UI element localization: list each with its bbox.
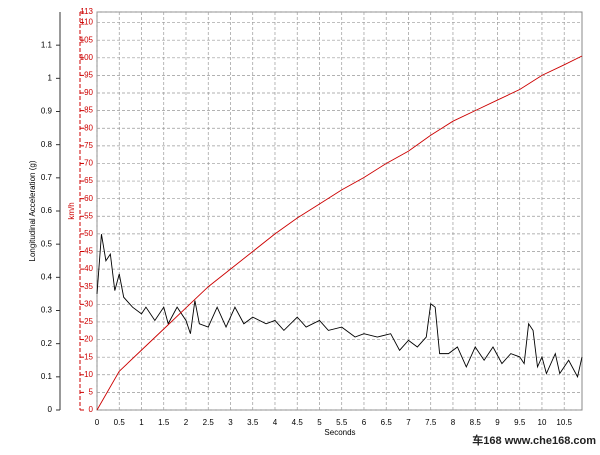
x-axis-label: Seconds bbox=[324, 428, 355, 437]
y2-tick-label: 85 bbox=[84, 106, 93, 115]
watermark: 车168 www.che168.com bbox=[472, 433, 596, 447]
data-line bbox=[96, 234, 583, 379]
x-tick-label: 9.5 bbox=[514, 418, 526, 427]
y2-tick-label: 10 bbox=[84, 370, 93, 379]
y-tick-label: 0.4 bbox=[41, 272, 53, 281]
y2-tick-label: 50 bbox=[84, 229, 93, 238]
y2-tick-label: 90 bbox=[84, 88, 93, 97]
y2-tick-label: 70 bbox=[84, 159, 93, 168]
x-tick-label: 8.5 bbox=[470, 418, 482, 427]
y2-tick-label: 65 bbox=[84, 176, 93, 185]
y2-tick-label: 30 bbox=[84, 299, 93, 308]
x-tick-label: 4.5 bbox=[292, 418, 304, 427]
x-tick-label: 1.5 bbox=[158, 418, 170, 427]
y-axis-label: Longitudinal Acceleration (g) bbox=[28, 160, 37, 261]
y2-tick-label: 40 bbox=[84, 264, 93, 273]
y2-tick-label: 113 bbox=[80, 7, 93, 16]
x-tick-label: 1 bbox=[139, 418, 144, 427]
x-tick-label: 7 bbox=[406, 418, 411, 427]
y2-axis-label: km/h bbox=[67, 202, 76, 219]
y2-tick-label: 75 bbox=[84, 141, 93, 150]
y2-tick-label: 35 bbox=[84, 282, 93, 291]
y2-tick-label: 45 bbox=[84, 247, 93, 256]
x-tick-label: 5 bbox=[317, 418, 322, 427]
y2-tick-label: 25 bbox=[84, 317, 93, 326]
y2-tick-label: 0 bbox=[89, 405, 94, 414]
x-tick-label: 10 bbox=[538, 418, 547, 427]
y2-tick-label: 105 bbox=[80, 35, 94, 44]
y-tick-label: 0.9 bbox=[41, 107, 53, 116]
x-tick-label: 6.5 bbox=[381, 418, 393, 427]
y-tick-label: 0 bbox=[48, 405, 53, 414]
x-tick-label: 8 bbox=[451, 418, 456, 427]
y-tick-label: 0.1 bbox=[41, 372, 53, 381]
y-tick-label: 0.8 bbox=[41, 140, 53, 149]
y2-tick-label: 80 bbox=[84, 123, 93, 132]
x-tick-label: 2 bbox=[184, 418, 189, 427]
y-tick-label: 0.6 bbox=[41, 206, 53, 215]
x-tick-label: 10.5 bbox=[556, 418, 572, 427]
y2-tick-label: 110 bbox=[80, 18, 93, 27]
y-tick-label: 1.1 bbox=[41, 40, 53, 49]
y2-tick-label: 15 bbox=[84, 352, 93, 361]
y2-tick-label: 20 bbox=[84, 335, 93, 344]
x-tick-label: 7.5 bbox=[425, 418, 437, 427]
y2-tick-label: 100 bbox=[80, 53, 94, 62]
y2-tick-label: 5 bbox=[89, 387, 94, 396]
plot-area bbox=[96, 11, 583, 411]
y-tick-label: 0.5 bbox=[41, 239, 53, 248]
y2-tick-label: 95 bbox=[84, 71, 93, 80]
x-tick-label: 9 bbox=[495, 418, 500, 427]
x-tick-label: 3 bbox=[228, 418, 233, 427]
y-tick-label: 0.7 bbox=[41, 173, 53, 182]
x-tick-label: 4 bbox=[273, 418, 278, 427]
x-tick-label: 6 bbox=[362, 418, 367, 427]
x-tick-label: 0 bbox=[95, 418, 100, 427]
x-tick-label: 0.5 bbox=[114, 418, 126, 427]
y-tick-label: 0.2 bbox=[41, 339, 53, 348]
x-tick-label: 5.5 bbox=[336, 418, 348, 427]
y-tick-label: 1 bbox=[48, 73, 53, 82]
data-line bbox=[96, 55, 583, 411]
y-tick-label: 0.3 bbox=[41, 306, 53, 315]
x-tick-label: 3.5 bbox=[247, 418, 259, 427]
x-tick-label: 2.5 bbox=[203, 418, 215, 427]
y2-tick-label: 60 bbox=[84, 194, 93, 203]
y2-tick-label: 55 bbox=[84, 211, 93, 220]
